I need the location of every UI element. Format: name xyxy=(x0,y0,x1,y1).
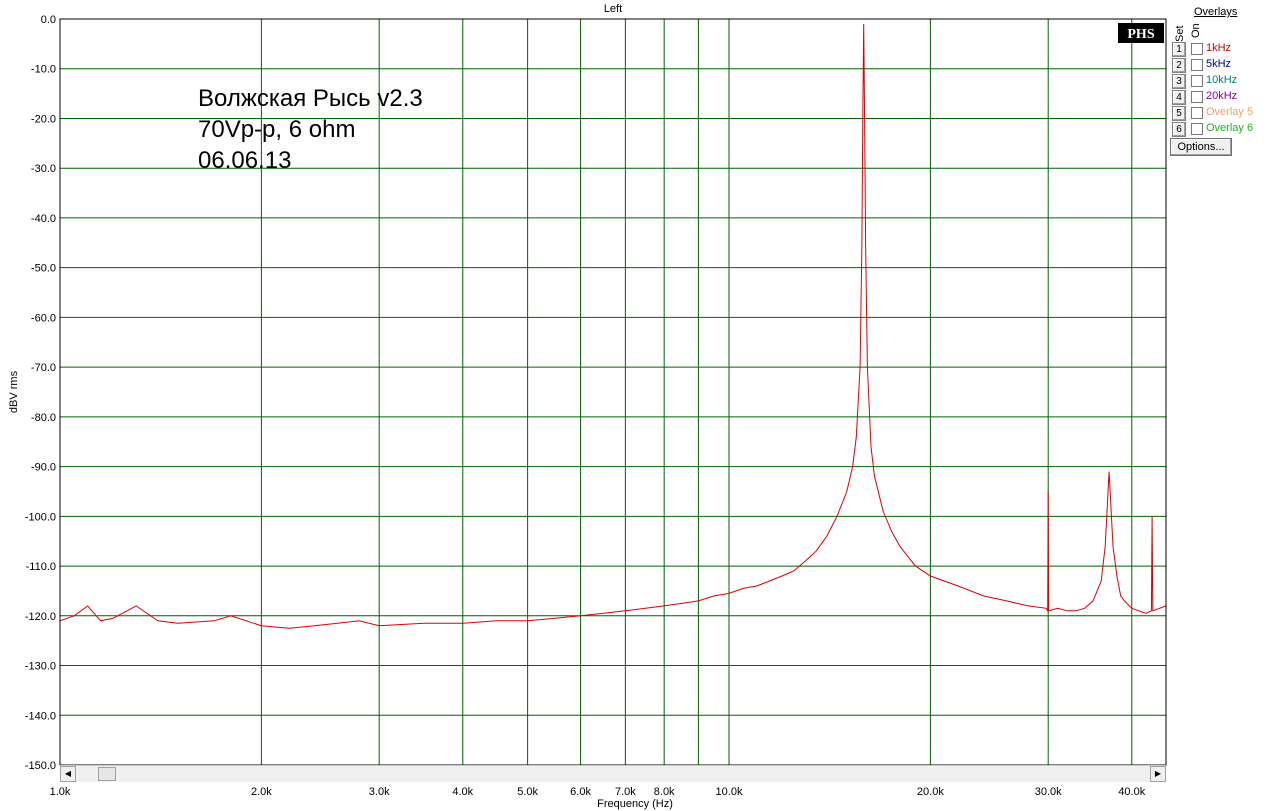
y-tick-label: 0.0 xyxy=(41,14,56,26)
x-tick-label: 4.0k xyxy=(452,786,473,798)
overlays-title: Overlays xyxy=(1194,6,1238,18)
x-ticks: 1.0k 2.0k 3.0k 4.0k 5.0k 6.0k 7.0k 8.0k 10.0k 20.… xyxy=(50,786,1146,798)
y-ticks: 0.0 -10.0 -20.0 -30.0 -40.0 -50.0 -60.0 -70.0 -8… xyxy=(25,14,56,772)
overlay-on-checkbox[interactable] xyxy=(1191,75,1203,87)
annotation-line-2: 70Vp-p, 6 ohm xyxy=(198,116,355,143)
x-tick-label: 3.0k xyxy=(369,786,390,798)
annotation-line-3: 06.06.13 xyxy=(198,147,291,174)
y-tick-label: -10.0 xyxy=(31,64,56,76)
x-tick-label: 7.0k xyxy=(615,786,636,798)
x-axis-label: Frequency (Hz) xyxy=(597,798,673,810)
overlays-panel: Overlays Set On 1 1kHz 2 5kHz 3 10kHz 4 20kHz 5 O… xyxy=(1170,4,1266,164)
x-tick-label: 8.0k xyxy=(654,786,675,798)
overlay-label: 20kHz xyxy=(1206,90,1238,102)
x-tick-label: 6.0k xyxy=(570,786,591,798)
x-tick-label: 5.0k xyxy=(517,786,538,798)
options-button[interactable]: Options... xyxy=(1170,138,1232,156)
overlay-label: Overlay 5 xyxy=(1206,106,1254,118)
overlay-on-checkbox[interactable] xyxy=(1191,43,1203,55)
scroll-right-arrow-icon[interactable]: ▶ xyxy=(1150,766,1166,782)
y-tick-label: -30.0 xyxy=(31,163,56,175)
y-tick-label: -90.0 xyxy=(31,462,56,474)
scroll-left-arrow-icon[interactable]: ◀ xyxy=(60,766,76,782)
y-tick-label: -150.0 xyxy=(25,760,56,772)
y-tick-label: -60.0 xyxy=(31,312,56,324)
overlay-set-button[interactable]: 6 xyxy=(1172,122,1186,137)
x-tick-label: 20.0k xyxy=(917,786,944,798)
on-column-label: On xyxy=(1190,23,1202,38)
overlay-set-button[interactable]: 1 xyxy=(1172,42,1186,57)
x-tick-label: 2.0k xyxy=(251,786,272,798)
x-tick-label: 30.0k xyxy=(1035,786,1062,798)
overlay-label: 10kHz xyxy=(1206,74,1238,86)
y-tick-label: -110.0 xyxy=(26,561,56,573)
phs-logo: PHS xyxy=(1118,23,1164,43)
y-tick-label: -50.0 xyxy=(31,263,56,275)
y-tick-label: -100.0 xyxy=(25,511,56,523)
overlay-label: Overlay 6 xyxy=(1206,122,1254,134)
x-tick-label: 10.0k xyxy=(716,786,743,798)
y-tick-label: -140.0 xyxy=(25,710,56,722)
y-tick-label: -130.0 xyxy=(25,661,56,673)
logo-text: PHS xyxy=(1127,27,1154,42)
chart-title: Left xyxy=(603,3,623,15)
horizontal-scrollbar[interactable]: ◀ ▶ xyxy=(60,765,1166,782)
x-tick-label: 40.0k xyxy=(1118,786,1145,798)
set-column-label: Set xyxy=(1174,25,1186,42)
overlay-on-checkbox[interactable] xyxy=(1191,123,1203,135)
scroll-thumb[interactable] xyxy=(98,767,116,781)
y-tick-label: -80.0 xyxy=(31,412,56,424)
y-tick-label: -40.0 xyxy=(31,213,56,225)
overlay-on-checkbox[interactable] xyxy=(1191,107,1203,119)
annotation-block: Волжская Рысь v2.3 70Vp-p, 6 ohm 06.06.1… xyxy=(198,85,423,174)
overlay-on-checkbox[interactable] xyxy=(1191,59,1203,71)
series-trace-left xyxy=(59,23,1167,629)
x-tick-label: 1.0k xyxy=(50,786,71,798)
overlay-set-button[interactable]: 2 xyxy=(1172,58,1186,73)
overlay-on-checkbox[interactable] xyxy=(1191,91,1203,103)
overlay-label: 1kHz xyxy=(1206,42,1232,54)
overlay-label: 5kHz xyxy=(1206,58,1232,70)
overlay-set-button[interactable]: 5 xyxy=(1172,106,1186,121)
y-tick-label: -20.0 xyxy=(31,113,56,125)
annotation-line-1: Волжская Рысь v2.3 xyxy=(198,85,423,112)
overlay-set-button[interactable]: 4 xyxy=(1172,90,1186,105)
y-tick-label: -120.0 xyxy=(25,611,56,623)
y-tick-label: -70.0 xyxy=(31,362,56,374)
y-axis-label: dBV rms xyxy=(8,370,20,413)
overlay-set-button[interactable]: 3 xyxy=(1172,74,1186,89)
